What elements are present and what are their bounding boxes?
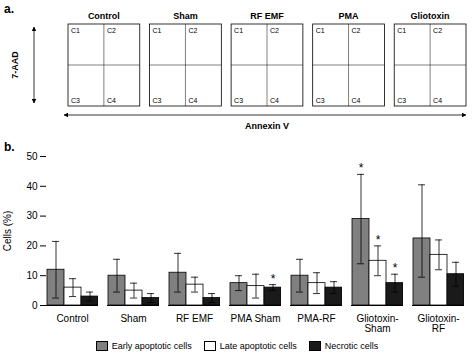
svg-text:50: 50	[26, 151, 38, 162]
svg-text:C2: C2	[107, 27, 116, 34]
svg-text:C3: C3	[71, 97, 80, 104]
svg-text:PMA-RF: PMA-RF	[297, 313, 335, 324]
svg-text:C2: C2	[188, 27, 197, 34]
svg-text:RF EMF: RF EMF	[250, 11, 284, 21]
svg-text:20: 20	[26, 240, 38, 251]
svg-text:*: *	[393, 261, 398, 275]
svg-text:PMA Sham: PMA Sham	[230, 313, 280, 324]
svg-text:C1: C1	[234, 27, 243, 34]
svg-text:40: 40	[26, 181, 38, 192]
svg-text:Control: Control	[88, 11, 120, 21]
svg-text:C3: C3	[234, 97, 243, 104]
svg-text:C3: C3	[316, 97, 325, 104]
svg-text:30: 30	[26, 210, 38, 221]
html-text:Early apoptotic cells: Early apoptotic cells	[111, 340, 192, 351]
svg-text:C4: C4	[352, 97, 361, 104]
svg-text:C4: C4	[188, 97, 197, 104]
svg-text:Sham: Sham	[173, 11, 198, 21]
svg-text:10: 10	[26, 270, 38, 281]
html-text:b.: b.	[4, 140, 15, 154]
svg-text:C1: C1	[316, 27, 325, 34]
svg-text:Control: Control	[56, 313, 88, 324]
svg-text:*: *	[359, 161, 364, 175]
svg-text:Annexin V: Annexin V	[245, 121, 289, 131]
svg-text:C4: C4	[270, 97, 279, 104]
svg-text:Gliotoxin-Sham: Gliotoxin-Sham	[356, 313, 398, 334]
svg-text:C2: C2	[433, 27, 442, 34]
svg-text:C3: C3	[397, 97, 406, 104]
svg-text:C1: C1	[397, 27, 406, 34]
svg-text:C3: C3	[153, 97, 162, 104]
svg-text:Gliotoxin-RF: Gliotoxin-RF	[417, 313, 459, 334]
svg-text:C1: C1	[71, 27, 80, 34]
svg-text:PMA: PMA	[339, 11, 360, 21]
html-text:Late apoptotic cells: Late apoptotic cells	[219, 340, 297, 351]
html-text:Necrotic cells: Necrotic cells	[324, 340, 379, 351]
svg-text:C4: C4	[107, 97, 116, 104]
svg-text:C2: C2	[352, 27, 361, 34]
svg-text:Gliotoxin: Gliotoxin	[411, 11, 450, 21]
svg-text:Sham: Sham	[120, 313, 146, 324]
svg-text:a.: a.	[4, 2, 14, 16]
svg-text:0: 0	[32, 300, 38, 311]
svg-text:RF EMF: RF EMF	[176, 313, 213, 324]
svg-text:C4: C4	[433, 97, 442, 104]
svg-text:*: *	[271, 272, 276, 286]
svg-text:*: *	[376, 233, 381, 247]
svg-text:7-AAD: 7-AAD	[10, 51, 20, 79]
svg-text:C2: C2	[270, 27, 279, 34]
svg-text:Cells (%): Cells (%)	[2, 211, 13, 252]
svg-text:C1: C1	[153, 27, 162, 34]
